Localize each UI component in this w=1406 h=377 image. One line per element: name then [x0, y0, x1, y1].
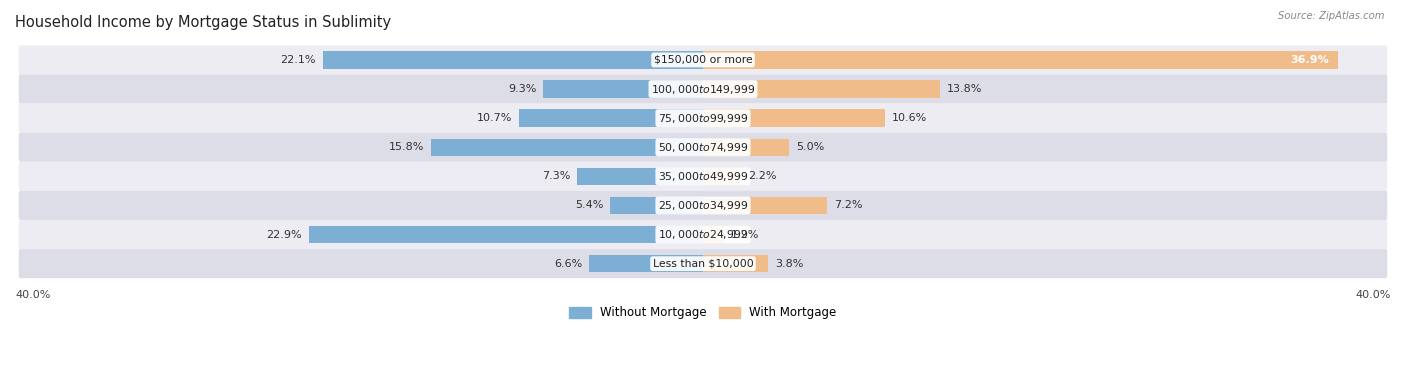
Text: $50,000 to $74,999: $50,000 to $74,999 — [658, 141, 748, 154]
FancyBboxPatch shape — [18, 75, 1388, 104]
Text: 6.6%: 6.6% — [554, 259, 582, 269]
Bar — [578, 168, 703, 185]
Legend: Without Mortgage, With Mortgage: Without Mortgage, With Mortgage — [565, 302, 841, 324]
Text: $35,000 to $49,999: $35,000 to $49,999 — [658, 170, 748, 183]
FancyBboxPatch shape — [18, 191, 1388, 220]
Text: 15.8%: 15.8% — [389, 142, 425, 152]
FancyBboxPatch shape — [18, 162, 1388, 191]
Bar — [703, 51, 1337, 69]
Text: 40.0%: 40.0% — [15, 290, 51, 300]
Text: 36.9%: 36.9% — [1291, 55, 1329, 65]
Text: 5.0%: 5.0% — [796, 142, 824, 152]
Text: 10.7%: 10.7% — [477, 113, 512, 123]
Text: 40.0%: 40.0% — [1355, 290, 1391, 300]
Text: 9.3%: 9.3% — [508, 84, 536, 94]
FancyBboxPatch shape — [18, 220, 1388, 249]
Text: $25,000 to $34,999: $25,000 to $34,999 — [658, 199, 748, 212]
Bar — [703, 109, 886, 127]
Bar — [323, 51, 703, 69]
FancyBboxPatch shape — [18, 104, 1388, 133]
FancyBboxPatch shape — [18, 45, 1388, 75]
Text: 7.3%: 7.3% — [543, 172, 571, 181]
Text: 2.2%: 2.2% — [748, 172, 776, 181]
Text: $150,000 or more: $150,000 or more — [654, 55, 752, 65]
Text: 7.2%: 7.2% — [834, 201, 862, 210]
Bar — [703, 226, 724, 243]
Text: 22.9%: 22.9% — [267, 230, 302, 239]
Text: 3.8%: 3.8% — [775, 259, 804, 269]
Bar — [543, 80, 703, 98]
FancyBboxPatch shape — [18, 249, 1388, 278]
FancyBboxPatch shape — [18, 133, 1388, 162]
Text: $10,000 to $24,999: $10,000 to $24,999 — [658, 228, 748, 241]
Bar — [519, 109, 703, 127]
Bar — [703, 197, 827, 214]
Bar — [703, 255, 768, 273]
Text: Household Income by Mortgage Status in Sublimity: Household Income by Mortgage Status in S… — [15, 15, 391, 30]
Text: 1.2%: 1.2% — [731, 230, 759, 239]
Bar — [703, 168, 741, 185]
Bar — [610, 197, 703, 214]
Bar — [703, 80, 941, 98]
Bar — [703, 138, 789, 156]
Text: $100,000 to $149,999: $100,000 to $149,999 — [651, 83, 755, 95]
Text: Less than $10,000: Less than $10,000 — [652, 259, 754, 269]
Text: 5.4%: 5.4% — [575, 201, 603, 210]
Text: $75,000 to $99,999: $75,000 to $99,999 — [658, 112, 748, 125]
Text: 13.8%: 13.8% — [948, 84, 983, 94]
Text: 22.1%: 22.1% — [281, 55, 316, 65]
Text: 10.6%: 10.6% — [893, 113, 928, 123]
Bar — [309, 226, 703, 243]
Text: Source: ZipAtlas.com: Source: ZipAtlas.com — [1278, 11, 1385, 21]
Bar — [589, 255, 703, 273]
Bar — [432, 138, 703, 156]
